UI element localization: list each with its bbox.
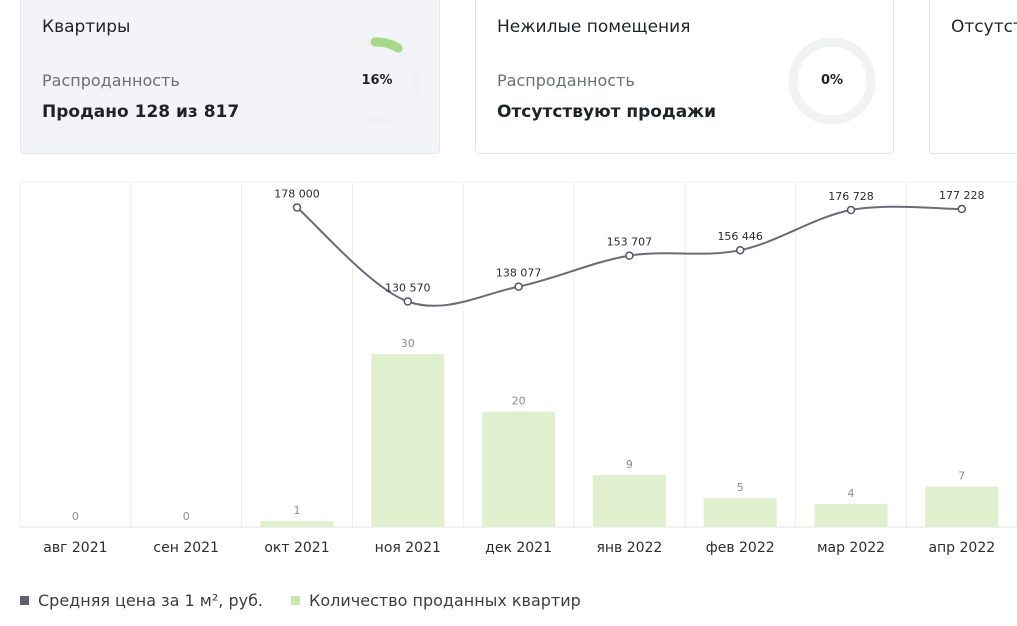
legend-item-price[interactable]: Средняя цена за 1 м², руб. [20,591,263,610]
price-point [735,245,745,255]
bar-label: 0 [72,510,79,523]
legend-swatch-bar [291,596,300,605]
legend-swatch-line [20,596,29,605]
donut-progress-arc [370,37,403,53]
bar [260,521,334,527]
card-other[interactable]: Отсутст [929,0,1017,154]
x-tick-label: янв 2022 [596,540,662,556]
x-tick-label: дек 2021 [485,540,552,556]
x-tick-label: мар 2022 [817,540,885,556]
bar [371,354,445,527]
card-value: Продано 128 из 817 [42,102,240,122]
card-nonresidential[interactable]: Нежилые помещения Распроданность Отсутст… [475,0,894,154]
price-point [846,205,856,215]
card-subtitle: Распроданность [42,71,180,90]
x-tick-label: сен 2021 [153,540,219,556]
donut-percent: 16% [361,73,393,88]
card-title: Отсутст [951,17,1017,37]
sales-chart: 0 авг 2021 0 сен 2021 1 окт 2021 30 ноя 2021 20 д… [19,181,1017,556]
bar [814,503,888,527]
bar-label: 4 [848,487,855,500]
price-label: 178 000 [274,188,320,201]
legend-label: Количество проданных квартир [309,591,581,610]
sold-donut [333,37,421,125]
price-point [403,297,413,306]
bar-label: 5 [737,481,744,494]
x-tick-label: окт 2021 [264,540,329,556]
price-label: 153 707 [607,236,653,249]
bar [925,486,999,527]
legend-label: Средняя цена за 1 м², руб. [38,591,264,610]
card-value: Отсутствуют продажи [497,102,717,122]
x-tick-label: ноя 2021 [375,540,441,556]
bar-label: 9 [626,458,633,471]
price-point [514,282,523,291]
price-label: 138 077 [496,267,542,280]
bar [482,411,556,527]
price-label: 177 228 [939,189,985,202]
bar [703,498,777,527]
price-point [292,203,302,212]
legend-item-count[interactable]: Количество проданных квартир [291,591,581,610]
card-title: Квартиры [42,17,131,37]
price-point [625,251,634,260]
donut-percent: 0% [820,73,844,88]
card-subtitle: Распроданность [497,71,635,90]
bar-label: 1 [294,504,301,517]
card-title: Нежилые помещения [497,17,691,37]
price-point [957,204,967,214]
bar-label: 30 [401,337,415,350]
x-tick-label: фев 2022 [706,540,775,556]
price-label: 156 446 [717,230,763,243]
x-tick-label: авг 2021 [43,540,107,556]
price-label: 130 570 [385,282,431,295]
bar [592,475,666,527]
bar-label: 20 [512,395,526,408]
card-apartments[interactable]: Квартиры Распроданность Продано 128 из 8… [20,0,440,154]
bar-label: 7 [958,470,965,483]
bar-label: 0 [183,510,190,523]
x-tick-label: апр 2022 [928,540,995,556]
sold-donut [788,37,876,125]
price-label: 176 728 [828,190,874,203]
